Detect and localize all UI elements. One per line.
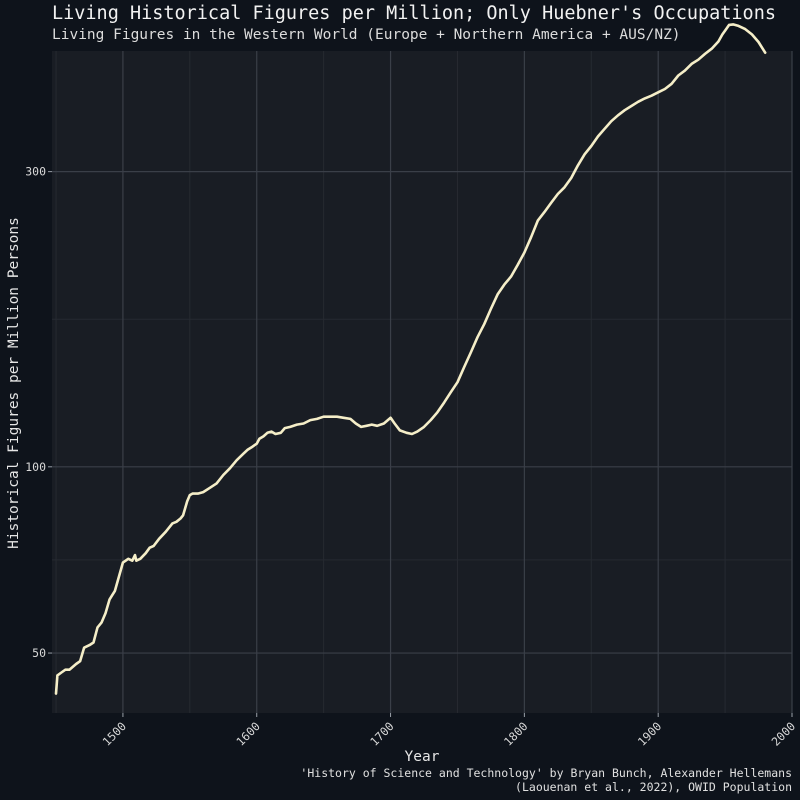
x-tick-label: 1800	[501, 719, 531, 749]
chart-caption: 'History of Science and Technology' by B…	[300, 766, 792, 794]
minor-gridlines	[52, 51, 792, 713]
x-tick-label: 1500	[100, 719, 130, 749]
series-line	[54, 23, 767, 695]
y-tick-label: 300	[25, 165, 46, 179]
x-axis-ticks: 1500 1600 1700 1800 1900 2000	[100, 713, 799, 749]
x-axis-label: Year	[405, 749, 440, 765]
chart-subtitle: Living Figures in the Western World (Eur…	[52, 27, 681, 43]
major-gridlines	[52, 51, 793, 713]
y-tick-label: 100	[25, 460, 46, 474]
y-axis-label: Historical Figures per Million Persons	[6, 217, 22, 549]
caption-line: (Laouenan et al., 2022), OWID Population	[515, 779, 792, 794]
caption-line: 'History of Science and Technology' by B…	[300, 766, 792, 780]
series-layer	[54, 23, 767, 695]
x-tick-label: 1900	[635, 719, 665, 749]
chart-title: Living Historical Figures per Million; O…	[52, 3, 776, 24]
y-tick-label: 50	[32, 646, 46, 660]
y-axis-ticks: 50 100 300	[25, 165, 52, 660]
x-tick-label: 2000	[769, 719, 799, 749]
plot-panel	[52, 51, 792, 713]
x-tick-label: 1600	[233, 719, 263, 749]
x-tick-label: 1700	[367, 719, 397, 749]
